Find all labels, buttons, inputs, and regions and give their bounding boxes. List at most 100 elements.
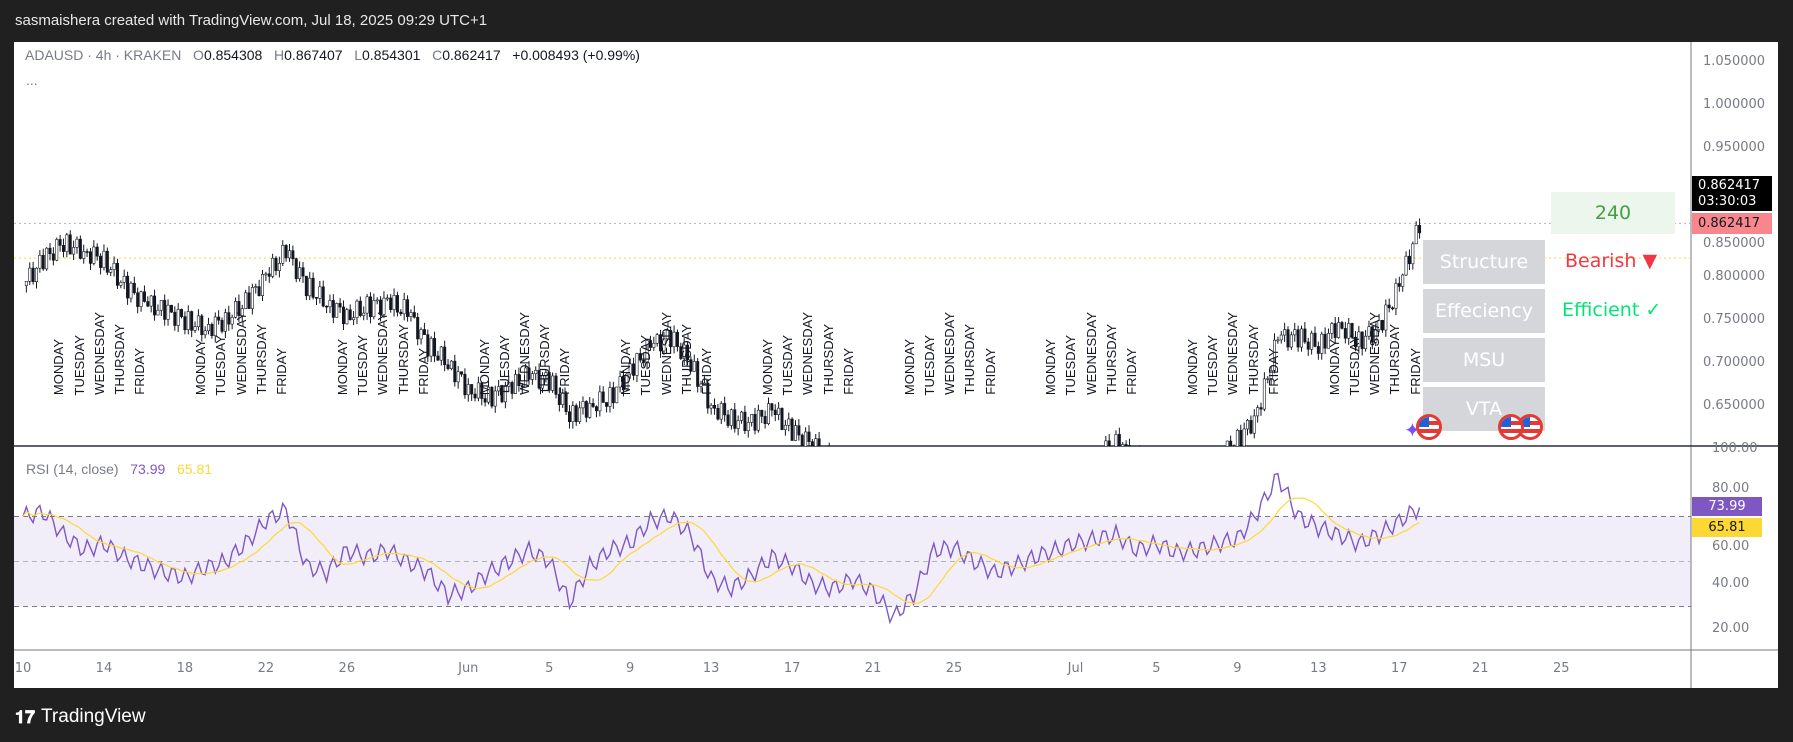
candle-body (605, 402, 609, 407)
candle-body (1159, 462, 1161, 471)
candle-body (922, 475, 924, 485)
candle-body (1121, 444, 1125, 446)
efficiency-value: Efficient ✓ (1562, 299, 1662, 321)
rsi-ma-value-label: 65.81 (1692, 518, 1762, 537)
candle-body (662, 338, 666, 352)
candle-body (987, 478, 989, 496)
candle-body (274, 257, 278, 271)
candle-body (210, 324, 214, 337)
candle-body (51, 253, 55, 261)
candle-body (34, 267, 38, 282)
weekday-label: TUESDAY (921, 334, 937, 395)
candle-body (385, 297, 389, 300)
candle-body (75, 238, 79, 248)
candle-body (1010, 479, 1012, 497)
candle-body (800, 434, 804, 446)
candle-body (348, 309, 352, 321)
candle-body (1175, 457, 1177, 473)
weekday-label: THURSDAY (820, 324, 836, 395)
candle-body (1299, 328, 1303, 348)
more-indicators-button[interactable]: ... (26, 72, 38, 88)
candle-body (763, 416, 767, 424)
weekday-label: THURSDAY (678, 324, 694, 395)
candle-body (584, 401, 588, 418)
candle-body (331, 300, 335, 318)
weekday-label: TUESDAY (71, 334, 87, 395)
candle-body (1411, 243, 1415, 265)
candle-body (524, 367, 528, 388)
candle-body (594, 406, 598, 412)
candle-body (1266, 378, 1270, 380)
candle-body (740, 411, 744, 421)
candle-body (399, 311, 403, 315)
candle-body (855, 475, 857, 492)
candle-body (436, 355, 440, 361)
candle-body (1071, 467, 1073, 481)
candle-body (1235, 429, 1239, 446)
candle-body (186, 311, 190, 331)
candle-body (852, 475, 854, 490)
candle-body (1269, 370, 1273, 379)
candle-body (682, 344, 686, 359)
candle-body (1095, 452, 1097, 471)
candle-body (960, 473, 962, 488)
candle-body (756, 409, 760, 431)
symbol-info[interactable]: ADAUSD · 4h · KRAKEN (25, 47, 182, 63)
candle-body (845, 467, 847, 476)
candle-body (1007, 484, 1009, 497)
candle-body (190, 311, 194, 331)
candle-body (1223, 461, 1225, 462)
candle-body (142, 291, 146, 302)
candle-body (1293, 329, 1297, 336)
candle-body (463, 373, 467, 396)
candle-body (325, 305, 329, 308)
rsi-title[interactable]: RSI (14, close) (26, 461, 119, 477)
weekday-label: WEDNESDAY (658, 312, 674, 395)
weekday-label: MONDAY (618, 338, 634, 395)
candle-body (183, 316, 187, 331)
time-tick: 9 (1233, 661, 1242, 676)
candle-body (1249, 420, 1253, 434)
candle-body (169, 304, 173, 313)
rsi-tick: 20.00 (1712, 621, 1750, 636)
candle-body (1084, 461, 1086, 479)
candle-body (1367, 326, 1371, 337)
candle-body (95, 246, 99, 257)
tradingview-logo[interactable]: 𝟏𝟕 TradingView (15, 706, 146, 728)
candle-body (895, 507, 897, 508)
candle-body (1192, 455, 1194, 470)
candle-body (655, 334, 659, 344)
rsi-ma-line (22, 497, 1420, 605)
price-marker-label: 0.862417 (1692, 213, 1772, 234)
candle-body (1037, 478, 1039, 490)
candle-body (1209, 457, 1211, 461)
candle-body (311, 277, 315, 298)
candle-body (1407, 255, 1411, 265)
candle-body (726, 414, 730, 426)
candle-body (1114, 434, 1118, 446)
candle-body (872, 482, 874, 492)
candle-body (753, 414, 757, 431)
candle-body (1104, 440, 1108, 446)
candle-body (875, 482, 877, 504)
candle-body (1273, 339, 1277, 371)
candle-body (790, 418, 794, 441)
candle-body (621, 376, 625, 391)
us-flag-event-icon[interactable] (1416, 414, 1442, 440)
candle-body (598, 391, 602, 412)
weekday-label: TUESDAY (638, 334, 654, 395)
weekday-label: THURSDAY (537, 324, 553, 395)
candle-body (223, 312, 227, 332)
candle-body (733, 409, 737, 429)
candle-body (92, 246, 96, 264)
weekday-label: THURSDAY (1245, 324, 1261, 395)
candle-body (746, 422, 750, 432)
candle-body (939, 458, 941, 476)
weekday-label: WEDNESDAY (800, 312, 816, 395)
candle-body (402, 299, 406, 315)
us-flag-event-icon[interactable] (1498, 414, 1524, 440)
candle-body (180, 309, 184, 317)
candle-body (395, 295, 399, 313)
candle-body (534, 369, 538, 374)
